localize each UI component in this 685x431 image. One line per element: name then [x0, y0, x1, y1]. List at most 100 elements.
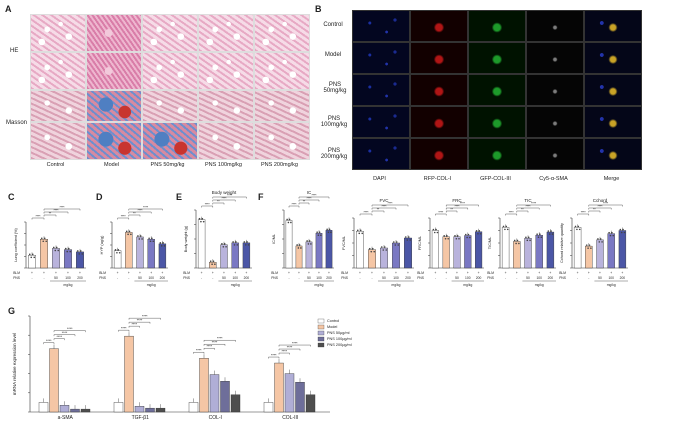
- data-point: [458, 237, 460, 240]
- fluorescence-image: [584, 106, 642, 138]
- data-point: [236, 244, 239, 246]
- significance-bracket: [288, 205, 300, 208]
- bar: [136, 236, 144, 269]
- b-col-merge: Merge: [603, 176, 620, 182]
- bar: [475, 231, 483, 269]
- bar: [147, 239, 155, 269]
- histology-image: [142, 90, 198, 122]
- data-point: [290, 221, 292, 224]
- data-point: [436, 231, 439, 234]
- histology-image: [254, 14, 310, 52]
- data-point: [296, 244, 298, 246]
- fluorescence-image: [584, 10, 642, 42]
- significance-bracket: [128, 325, 140, 328]
- pns-value: 100: [465, 276, 471, 280]
- pns-value: -: [577, 276, 578, 280]
- bar: [113, 402, 124, 413]
- data-point: [432, 228, 435, 231]
- fluorescence-image: [410, 106, 468, 138]
- histology-image: [142, 14, 198, 52]
- b-row-pns50: PNS 50mg/kg: [323, 82, 347, 94]
- data-point: [130, 233, 132, 236]
- data-point: [76, 250, 79, 252]
- data-point: [306, 240, 308, 242]
- data-point: [288, 218, 291, 221]
- significance-label: **: [593, 208, 596, 212]
- data-point: [246, 241, 248, 243]
- y-axis-label: Body weight (g): [184, 225, 188, 252]
- bar: [546, 231, 555, 269]
- data-point: [361, 232, 364, 235]
- significance-label: ****: [388, 202, 394, 206]
- data-point: [125, 230, 128, 233]
- col-label-model: Model: [104, 162, 119, 168]
- pns-label: PNS: [99, 276, 107, 280]
- data-point: [31, 253, 34, 256]
- bar: [295, 382, 305, 413]
- significance-label: ****: [364, 211, 370, 215]
- data-point: [64, 247, 67, 250]
- data-point: [247, 244, 250, 246]
- data-point: [42, 240, 45, 243]
- data-point: [159, 242, 162, 244]
- data-point: [433, 231, 436, 234]
- fluorescence-image: [410, 74, 468, 106]
- significance-bracket: [516, 210, 529, 213]
- data-point: [211, 263, 213, 266]
- significance-label: ****: [142, 315, 148, 319]
- b-col-dapi: DAPI: [373, 176, 386, 182]
- b-col-cy5: Cy5-α-SMA: [539, 176, 568, 182]
- bar: [305, 394, 316, 413]
- bar: [263, 402, 274, 413]
- data-point: [397, 244, 400, 246]
- legend-label: PNS 50μg/ml: [327, 331, 350, 335]
- blm-value: +: [538, 271, 540, 275]
- data-point: [475, 229, 478, 232]
- histology-image: [30, 90, 86, 122]
- bar: [76, 251, 84, 269]
- blm-value: +: [456, 271, 458, 275]
- data-point: [620, 231, 623, 234]
- panel-label-g: G: [8, 306, 16, 316]
- blm-value: +: [527, 271, 529, 275]
- fluorescence-image: [468, 138, 526, 170]
- data-point: [223, 243, 226, 245]
- data-point: [587, 247, 589, 249]
- significance-label: ****: [206, 345, 212, 349]
- histology-image: [198, 90, 254, 122]
- data-point: [447, 237, 450, 240]
- significance-label: ****: [137, 319, 143, 323]
- pns-value: 100: [148, 276, 154, 280]
- significance-bracket: [371, 210, 385, 213]
- histology-image: [86, 122, 142, 160]
- data-point: [466, 236, 468, 239]
- data-point: [435, 228, 437, 231]
- bar: [464, 235, 472, 269]
- pns-value: -: [435, 276, 436, 280]
- data-point: [392, 241, 395, 243]
- data-point: [590, 247, 592, 249]
- data-point: [547, 230, 550, 232]
- histology-image: [142, 122, 198, 160]
- pns-label: PNS: [13, 276, 21, 280]
- bar: [513, 241, 521, 269]
- legend-swatch: [317, 324, 325, 330]
- significance-bracket: [43, 342, 55, 345]
- bar: [285, 220, 293, 269]
- data-point: [117, 248, 120, 251]
- data-point: [330, 231, 332, 234]
- significance-label: ****: [222, 197, 228, 201]
- fluorescence-image: [410, 138, 468, 170]
- data-point: [79, 250, 82, 252]
- significance-bracket: [446, 204, 479, 207]
- fluorescence-image: [584, 74, 642, 106]
- pns-value: 50: [54, 276, 58, 280]
- data-point: [380, 246, 383, 248]
- row-label-he: HE: [10, 48, 19, 54]
- bar: [113, 250, 122, 269]
- significance-label: ****: [131, 323, 137, 327]
- significance-label: ****: [60, 206, 66, 210]
- bar: [284, 373, 295, 413]
- data-point: [394, 244, 397, 246]
- data-point: [356, 229, 359, 232]
